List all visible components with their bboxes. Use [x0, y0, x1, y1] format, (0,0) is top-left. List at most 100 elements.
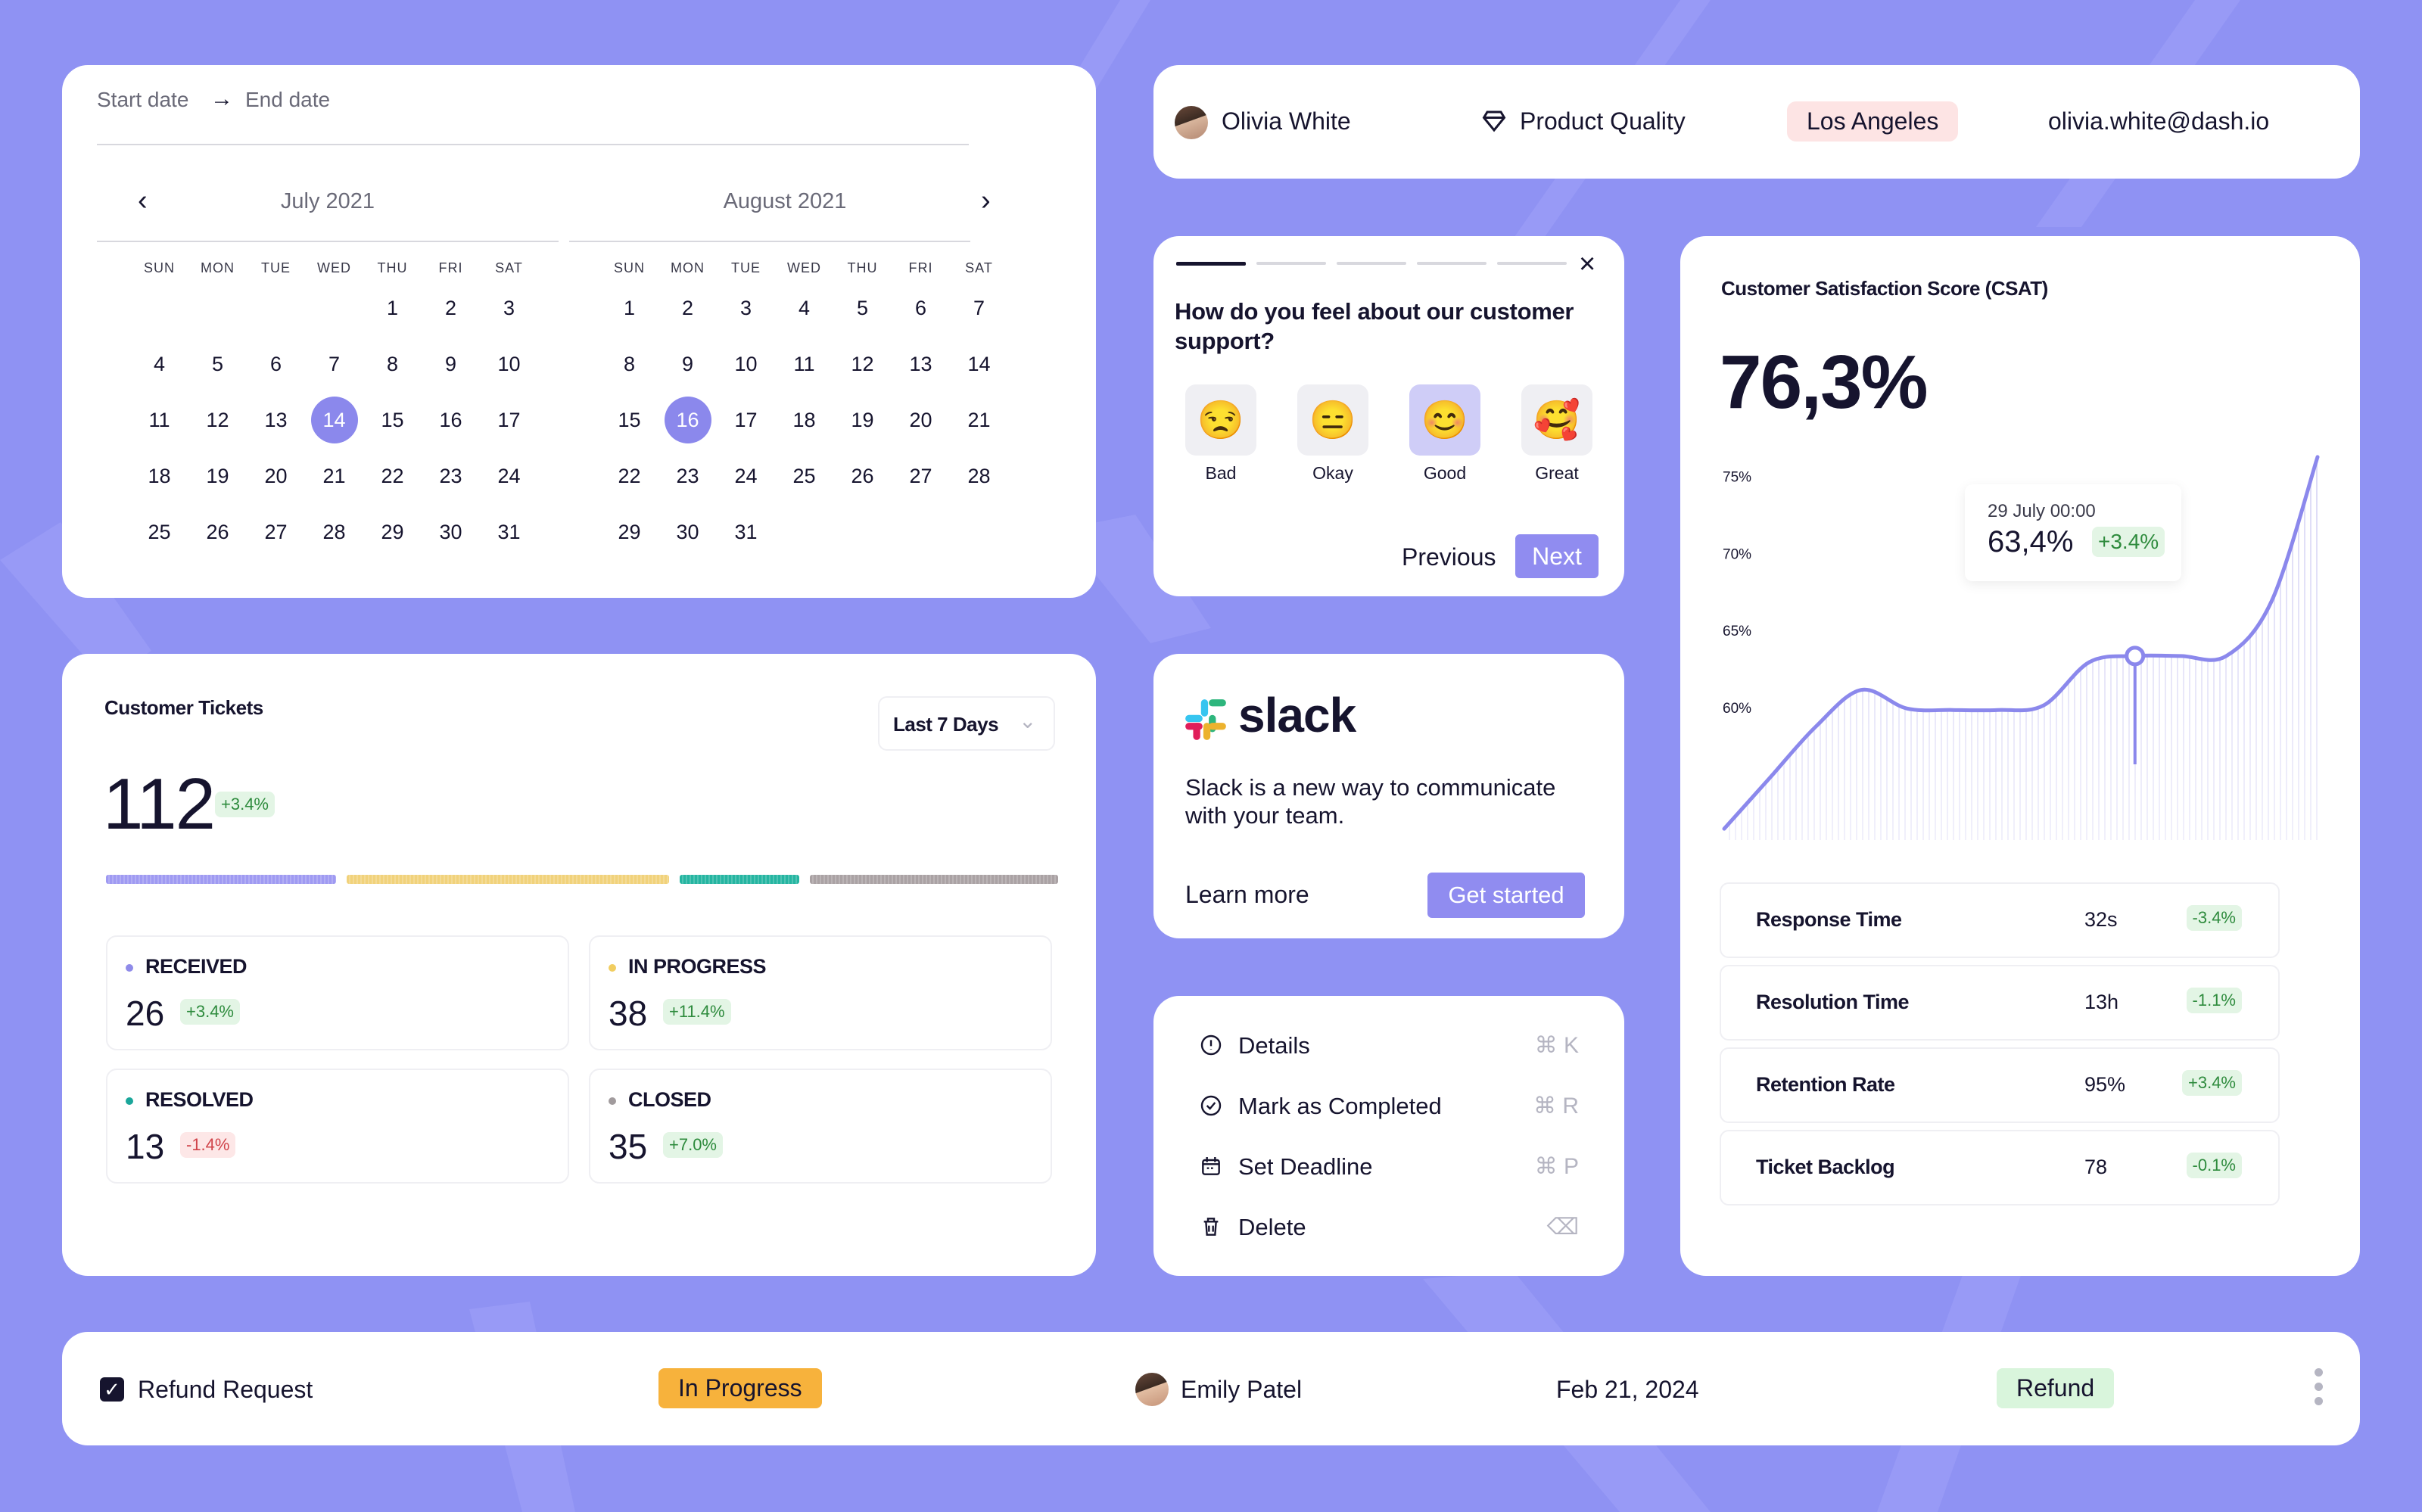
day-cell[interactable]: 15 — [363, 392, 422, 448]
day-cell[interactable]: 24 — [717, 448, 775, 504]
prev-month-button[interactable]: ‹ — [138, 185, 148, 216]
selected-day[interactable]: 14 — [305, 392, 363, 448]
selected-day[interactable]: 16 — [658, 392, 717, 448]
day-cell[interactable]: 27 — [892, 448, 950, 504]
day-cell[interactable]: 13 — [247, 392, 305, 448]
next-month-button[interactable]: › — [981, 185, 991, 216]
menu-item-details[interactable]: Details ⌘ K — [1199, 1022, 1579, 1067]
day-number: 14 — [310, 397, 358, 443]
learn-more-link[interactable]: Learn more — [1185, 881, 1309, 908]
day-cell[interactable]: 22 — [363, 448, 422, 504]
day-cell[interactable]: 11 — [775, 336, 833, 392]
user-name[interactable]: Olivia White — [1222, 107, 1351, 135]
email-link[interactable]: olivia.white@dash.io — [2048, 107, 2270, 135]
day-cell[interactable]: 18 — [130, 448, 188, 504]
get-started-button[interactable]: Get started — [1427, 873, 1585, 918]
day-cell[interactable]: 6 — [247, 336, 305, 392]
mood-option-great[interactable]: 🥰 — [1521, 384, 1592, 456]
day-cell[interactable]: 12 — [833, 336, 892, 392]
checkbox-checked-icon[interactable]: ✓ — [100, 1377, 124, 1402]
day-cell[interactable]: 22 — [600, 448, 658, 504]
day-cell[interactable]: 25 — [775, 448, 833, 504]
day-cell[interactable]: 21 — [305, 448, 363, 504]
day-cell[interactable]: 7 — [305, 336, 363, 392]
day-cell[interactable]: 28 — [950, 448, 1008, 504]
menu-item-delete[interactable]: Delete ⌫ — [1199, 1203, 1579, 1249]
day-cell[interactable]: 29 — [600, 504, 658, 560]
keyboard-shortcut: ⌘ R — [1533, 1094, 1579, 1118]
day-cell[interactable]: 5 — [833, 280, 892, 336]
day-cell[interactable]: 11 — [130, 392, 188, 448]
day-cell[interactable]: 19 — [833, 392, 892, 448]
day-cell[interactable]: 29 — [363, 504, 422, 560]
menu-item-set-deadline[interactable]: Set Deadline ⌘ P — [1199, 1143, 1579, 1188]
mood-option-okay[interactable]: 😑 — [1297, 384, 1368, 456]
day-cell[interactable]: 12 — [188, 392, 247, 448]
end-date-input[interactable]: End date — [245, 88, 331, 111]
day-number: 23 — [676, 465, 699, 487]
day-cell[interactable]: 21 — [950, 392, 1008, 448]
day-cell[interactable]: 20 — [247, 448, 305, 504]
day-cell[interactable]: 1 — [363, 280, 422, 336]
day-cell[interactable]: 10 — [717, 336, 775, 392]
day-cell[interactable]: 30 — [422, 504, 480, 560]
day-cell[interactable]: 7 — [950, 280, 1008, 336]
start-date-input[interactable]: Start date — [97, 88, 189, 111]
day-cell[interactable]: 23 — [658, 448, 717, 504]
menu-item-mark-as-completed[interactable]: Mark as Completed ⌘ R — [1199, 1082, 1579, 1128]
day-cell[interactable]: 27 — [247, 504, 305, 560]
metric-value: 13h — [2084, 991, 2119, 1013]
day-cell[interactable]: 31 — [480, 504, 538, 560]
assignee-name: Emily Patel — [1181, 1376, 1303, 1403]
metric-name: Response Time — [1756, 908, 1902, 931]
day-cell[interactable]: 4 — [775, 280, 833, 336]
day-cell[interactable]: 16 — [422, 392, 480, 448]
day-cell[interactable]: 2 — [422, 280, 480, 336]
day-cell[interactable]: 20 — [892, 392, 950, 448]
more-options-icon[interactable] — [2315, 1368, 2324, 1411]
day-cell[interactable]: 31 — [717, 504, 775, 560]
day-cell[interactable]: 8 — [363, 336, 422, 392]
day-cell[interactable]: 10 — [480, 336, 538, 392]
day-cell[interactable]: 8 — [600, 336, 658, 392]
day-cell[interactable]: 2 — [658, 280, 717, 336]
day-cell[interactable]: 9 — [658, 336, 717, 392]
day-cell[interactable]: 3 — [480, 280, 538, 336]
day-cell[interactable]: 17 — [717, 392, 775, 448]
day-cell[interactable]: 26 — [833, 448, 892, 504]
day-cell[interactable]: 17 — [480, 392, 538, 448]
close-icon[interactable]: × — [1579, 248, 1596, 280]
metric-value: 95% — [2084, 1073, 2126, 1096]
stat-value: 26 — [126, 994, 165, 1033]
ticket-distribution-bar — [106, 875, 1058, 884]
day-number: 25 — [792, 465, 816, 487]
day-cell[interactable]: 26 — [188, 504, 247, 560]
day-cell[interactable]: 5 — [188, 336, 247, 392]
day-cell[interactable]: 1 — [600, 280, 658, 336]
day-cell[interactable]: 25 — [130, 504, 188, 560]
day-cell[interactable]: 30 — [658, 504, 717, 560]
request-row[interactable]: ✓ Refund Request In Progress Emily Patel… — [62, 1332, 2360, 1445]
keyboard-shortcut: ⌘ K — [1534, 1033, 1579, 1058]
mood-option-bad[interactable]: 😒 — [1185, 384, 1256, 456]
previous-button[interactable]: Previous — [1402, 543, 1496, 571]
mood-option-good[interactable]: 😊 — [1409, 384, 1480, 456]
day-cell[interactable]: 9 — [422, 336, 480, 392]
day-cell[interactable]: 4 — [130, 336, 188, 392]
range-dropdown[interactable]: Last 7 Days ⌄ — [878, 696, 1055, 751]
day-cell[interactable]: 23 — [422, 448, 480, 504]
day-cell[interactable]: 3 — [717, 280, 775, 336]
day-cell[interactable]: 24 — [480, 448, 538, 504]
day-cell[interactable]: 15 — [600, 392, 658, 448]
metric-name: Retention Rate — [1756, 1073, 1895, 1096]
tickets-title: Customer Tickets — [104, 696, 263, 719]
day-cell[interactable]: 14 — [950, 336, 1008, 392]
day-cell[interactable]: 28 — [305, 504, 363, 560]
highlight-point[interactable] — [2125, 646, 2146, 667]
day-cell[interactable]: 19 — [188, 448, 247, 504]
day-cell[interactable]: 18 — [775, 392, 833, 448]
day-cell[interactable]: 6 — [892, 280, 950, 336]
day-number: 2 — [444, 297, 457, 319]
day-cell[interactable]: 13 — [892, 336, 950, 392]
next-button[interactable]: Next — [1515, 534, 1599, 578]
